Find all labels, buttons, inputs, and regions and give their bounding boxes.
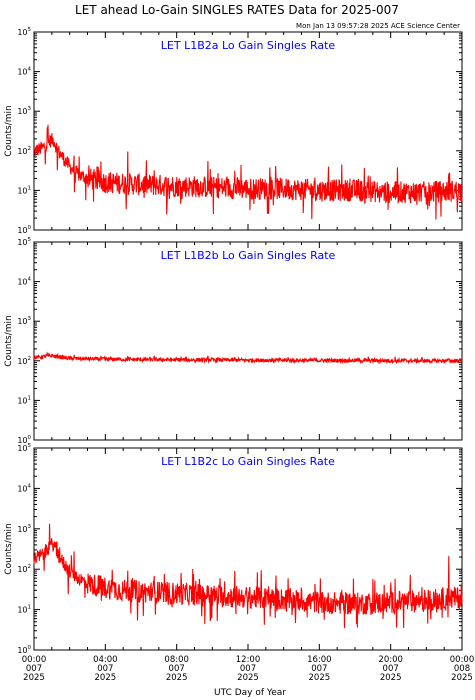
y-tick-label: 100	[17, 225, 31, 235]
y-tick-exponent: 2	[28, 564, 32, 570]
series-line	[33, 523, 463, 629]
x-tick-label: 2025	[23, 673, 45, 683]
x-tick-label: 008	[454, 664, 470, 674]
y-tick-label: 104	[17, 67, 31, 77]
x-tick-label: 2025	[166, 673, 188, 683]
y-tick-exponent: 3	[28, 316, 32, 322]
x-tick-label: 007	[26, 664, 42, 674]
panel-label: LET L1B2a Lo Gain Singles Rate	[161, 39, 336, 52]
y-tick-label: 102	[17, 564, 31, 574]
y-tick-label: 101	[17, 605, 31, 615]
y-tick-exponent: 0	[28, 645, 32, 651]
x-tick-label: 16:00	[307, 655, 332, 665]
x-tick-label: 20:00	[378, 655, 403, 665]
x-tick-label: 007	[383, 664, 399, 674]
y-tick-label: 105	[17, 443, 31, 453]
y-tick-label: 103	[17, 106, 31, 116]
y-tick-base: 10	[17, 525, 27, 534]
y-tick-base: 10	[17, 226, 27, 235]
y-tick-exponent: 1	[28, 185, 32, 191]
y-axis-label-0: Counts/min	[4, 105, 14, 156]
y-tick-base: 10	[17, 147, 27, 156]
panel-label: LET L1B2b Lo Gain Singles Rate	[161, 249, 336, 262]
y-tick-exponent: 4	[28, 67, 32, 73]
x-axis-label: UTC Day of Year	[214, 688, 286, 698]
y-tick-base: 10	[17, 606, 27, 615]
y-axis-label-1: Counts/min	[4, 315, 14, 366]
y-tick-label: 102	[17, 146, 31, 156]
y-tick-exponent: 4	[28, 277, 32, 283]
y-tick-base: 10	[17, 565, 27, 574]
y-tick-label: 101	[17, 185, 31, 195]
y-tick-label: 103	[17, 524, 31, 534]
plot-frame	[33, 447, 463, 651]
chart-title: LET ahead Lo-Gain SINGLES RATES Data for…	[75, 3, 399, 17]
y-tick-exponent: 5	[28, 27, 32, 33]
x-tick-label: 2025	[237, 673, 259, 683]
x-tick-label: 007	[97, 664, 113, 674]
y-tick-label: 100	[17, 645, 31, 655]
y-tick-base: 10	[17, 28, 27, 37]
y-tick-base: 10	[17, 278, 27, 287]
y-tick-base: 10	[17, 238, 27, 247]
y-tick-base: 10	[17, 436, 27, 445]
y-tick-label: 101	[17, 395, 31, 405]
panel-label: LET L1B2c Lo Gain Singles Rate	[161, 455, 335, 468]
y-tick-label: 103	[17, 316, 31, 326]
x-tick-label: 2025	[380, 673, 402, 683]
timestamp: Mon Jan 13 09:57:28 2025 ACE Science Cen…	[296, 22, 460, 30]
y-tick-base: 10	[17, 186, 27, 195]
y-axis-label-2: Counts/min	[4, 523, 14, 574]
y-tick-label: 104	[17, 483, 31, 493]
x-tick-label: 00:00	[22, 655, 47, 665]
y-tick-label: 105	[17, 237, 31, 247]
x-tick-label: 04:00	[93, 655, 118, 665]
y-tick-exponent: 5	[28, 443, 32, 449]
y-tick-label: 100	[17, 435, 31, 445]
x-tick-label: 08:00	[164, 655, 189, 665]
y-tick-exponent: 3	[28, 524, 32, 530]
x-tick-labels: 00:00007202504:00007202508:00007202512:0…	[22, 655, 475, 683]
y-tick-base: 10	[17, 484, 27, 493]
y-tick-label: 104	[17, 277, 31, 287]
y-tick-base: 10	[17, 357, 27, 366]
x-tick-label: 007	[169, 664, 185, 674]
x-tick-label: 007	[311, 664, 327, 674]
y-tick-base: 10	[17, 107, 27, 116]
y-tick-base: 10	[17, 68, 27, 77]
y-tick-label: 105	[17, 27, 31, 37]
y-tick-base: 10	[17, 317, 27, 326]
y-tick-exponent: 1	[28, 605, 32, 611]
x-tick-label: 12:00	[236, 655, 261, 665]
y-tick-exponent: 0	[28, 435, 32, 441]
y-tick-exponent: 2	[28, 146, 32, 152]
y-tick-exponent: 4	[28, 483, 32, 489]
y-tick-base: 10	[17, 444, 27, 453]
x-tick-label: 2025	[95, 673, 117, 683]
y-tick-exponent: 3	[28, 106, 32, 112]
series-line	[33, 124, 463, 220]
y-tick-exponent: 0	[28, 225, 32, 231]
y-tick-base: 10	[17, 396, 27, 405]
x-tick-label: 00:00	[450, 655, 475, 665]
y-tick-exponent: 5	[28, 237, 32, 243]
x-tick-label: 2025	[309, 673, 331, 683]
series-line	[33, 351, 463, 365]
plot-frame	[33, 241, 463, 441]
y-tick-base: 10	[17, 646, 27, 655]
y-tick-label: 102	[17, 356, 31, 366]
y-tick-exponent: 1	[28, 395, 32, 401]
y-tick-exponent: 2	[28, 356, 32, 362]
x-tick-label: 2025	[451, 673, 473, 683]
x-tick-label: 007	[240, 664, 256, 674]
